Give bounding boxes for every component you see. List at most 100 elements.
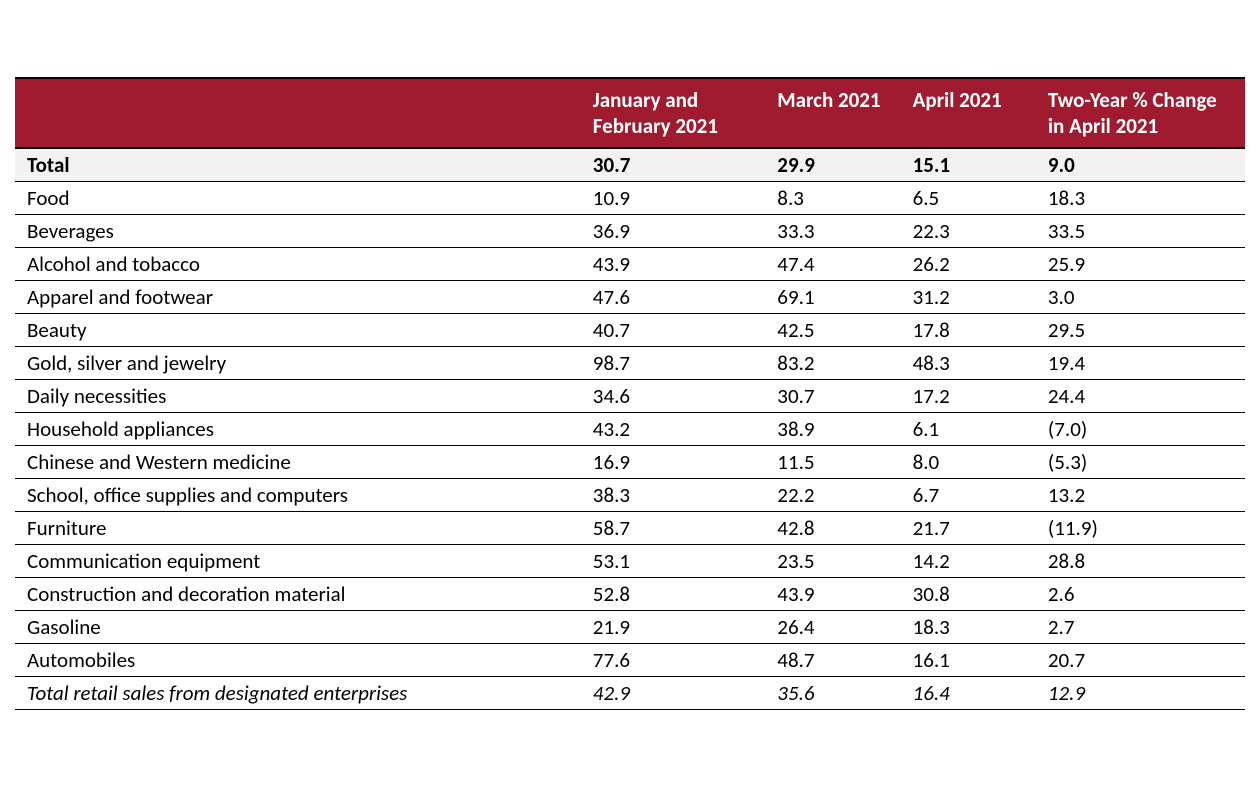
table-cell: 16.1 xyxy=(901,643,1036,676)
table-row: Beverages36.933.322.333.5 xyxy=(15,214,1245,247)
table-cell: 8.0 xyxy=(901,445,1036,478)
table-cell: Apparel and footwear xyxy=(15,280,581,313)
table-cell: 48.7 xyxy=(765,643,900,676)
table-cell: 98.7 xyxy=(581,346,766,379)
table-row: Household appliances43.238.96.1(7.0) xyxy=(15,412,1245,445)
table-cell: 6.1 xyxy=(901,412,1036,445)
table-row: Alcohol and tobacco43.947.426.225.9 xyxy=(15,247,1245,280)
table-cell: Chinese and Western medicine xyxy=(15,445,581,478)
col-march-2021: March 2021 xyxy=(765,78,900,148)
table-row: Automobiles77.648.716.120.7 xyxy=(15,643,1245,676)
table-cell: 30.7 xyxy=(765,379,900,412)
table-cell: 29.9 xyxy=(765,148,900,182)
table-cell: 42.9 xyxy=(581,676,766,709)
table-cell: 10.9 xyxy=(581,181,766,214)
table-cell: 21.9 xyxy=(581,610,766,643)
table-cell: 6.5 xyxy=(901,181,1036,214)
table-cell: 28.8 xyxy=(1036,544,1245,577)
col-category xyxy=(15,78,581,148)
table-cell: 52.8 xyxy=(581,577,766,610)
table-cell: 58.7 xyxy=(581,511,766,544)
table-cell: 53.1 xyxy=(581,544,766,577)
table-cell: School, office supplies and computers xyxy=(15,478,581,511)
table-row: Daily necessities34.630.717.224.4 xyxy=(15,379,1245,412)
table-cell: 43.9 xyxy=(765,577,900,610)
table-cell: 25.9 xyxy=(1036,247,1245,280)
table-cell: 19.4 xyxy=(1036,346,1245,379)
table-cell: Gasoline xyxy=(15,610,581,643)
table-cell: 47.6 xyxy=(581,280,766,313)
table-cell: 16.9 xyxy=(581,445,766,478)
table-cell: 18.3 xyxy=(1036,181,1245,214)
table-row: Total30.729.915.19.0 xyxy=(15,148,1245,182)
table-cell: 26.2 xyxy=(901,247,1036,280)
table-cell: Automobiles xyxy=(15,643,581,676)
table-cell: Furniture xyxy=(15,511,581,544)
table-cell: 34.6 xyxy=(581,379,766,412)
retail-sales-table: January and February 2021 March 2021 Apr… xyxy=(15,77,1245,710)
table-cell: 22.3 xyxy=(901,214,1036,247)
table-cell: 33.3 xyxy=(765,214,900,247)
table-cell: 2.7 xyxy=(1036,610,1245,643)
table-cell: 26.4 xyxy=(765,610,900,643)
table-cell: 69.1 xyxy=(765,280,900,313)
table-cell: 2.6 xyxy=(1036,577,1245,610)
table-row: Chinese and Western medicine16.911.58.0(… xyxy=(15,445,1245,478)
table-cell: 42.8 xyxy=(765,511,900,544)
table-cell: 31.2 xyxy=(901,280,1036,313)
table-cell: 12.9 xyxy=(1036,676,1245,709)
table-cell: 18.3 xyxy=(901,610,1036,643)
table-cell: 30.8 xyxy=(901,577,1036,610)
table-cell: 30.7 xyxy=(581,148,766,182)
table-cell: (11.9) xyxy=(1036,511,1245,544)
table-cell: 77.6 xyxy=(581,643,766,676)
table-cell: 40.7 xyxy=(581,313,766,346)
table-cell: Beverages xyxy=(15,214,581,247)
table-cell: 29.5 xyxy=(1036,313,1245,346)
table-container: January and February 2021 March 2021 Apr… xyxy=(0,0,1260,786)
table-cell: 20.7 xyxy=(1036,643,1245,676)
col-two-year-pct: Two-Year % Change in April 2021 xyxy=(1036,78,1245,148)
table-row: Gasoline21.926.418.32.7 xyxy=(15,610,1245,643)
table-cell: (5.3) xyxy=(1036,445,1245,478)
table-cell: 21.7 xyxy=(901,511,1036,544)
table-cell: 11.5 xyxy=(765,445,900,478)
table-row: School, office supplies and computers38.… xyxy=(15,478,1245,511)
table-cell: 3.0 xyxy=(1036,280,1245,313)
table-cell: 47.4 xyxy=(765,247,900,280)
table-cell: (7.0) xyxy=(1036,412,1245,445)
table-row: Gold, silver and jewelry98.783.248.319.4 xyxy=(15,346,1245,379)
table-cell: 38.3 xyxy=(581,478,766,511)
table-cell: Daily necessities xyxy=(15,379,581,412)
table-cell: 9.0 xyxy=(1036,148,1245,182)
col-april-2021: April 2021 xyxy=(901,78,1036,148)
table-cell: 6.7 xyxy=(901,478,1036,511)
table-cell: 36.9 xyxy=(581,214,766,247)
table-cell: 17.8 xyxy=(901,313,1036,346)
table-cell: 16.4 xyxy=(901,676,1036,709)
table-row: Construction and decoration material52.8… xyxy=(15,577,1245,610)
table-cell: Construction and decoration material xyxy=(15,577,581,610)
table-cell: 22.2 xyxy=(765,478,900,511)
table-cell: Alcohol and tobacco xyxy=(15,247,581,280)
table-cell: Total retail sales from designated enter… xyxy=(15,676,581,709)
table-cell: 43.2 xyxy=(581,412,766,445)
table-row: Communication equipment53.123.514.228.8 xyxy=(15,544,1245,577)
table-cell: 17.2 xyxy=(901,379,1036,412)
table-cell: 35.6 xyxy=(765,676,900,709)
table-row: Furniture58.742.821.7(11.9) xyxy=(15,511,1245,544)
table-cell: 43.9 xyxy=(581,247,766,280)
table-cell: Beauty xyxy=(15,313,581,346)
table-cell: 83.2 xyxy=(765,346,900,379)
table-cell: 42.5 xyxy=(765,313,900,346)
col-jan-feb-2021: January and February 2021 xyxy=(581,78,766,148)
table-cell: 33.5 xyxy=(1036,214,1245,247)
table-row: Apparel and footwear47.669.131.23.0 xyxy=(15,280,1245,313)
table-cell: 14.2 xyxy=(901,544,1036,577)
table-cell: Communication equipment xyxy=(15,544,581,577)
table-cell: Household appliances xyxy=(15,412,581,445)
table-row: Total retail sales from designated enter… xyxy=(15,676,1245,709)
table-cell: Gold, silver and jewelry xyxy=(15,346,581,379)
table-cell: 23.5 xyxy=(765,544,900,577)
table-body: Total30.729.915.19.0Food10.98.36.518.3Be… xyxy=(15,148,1245,710)
